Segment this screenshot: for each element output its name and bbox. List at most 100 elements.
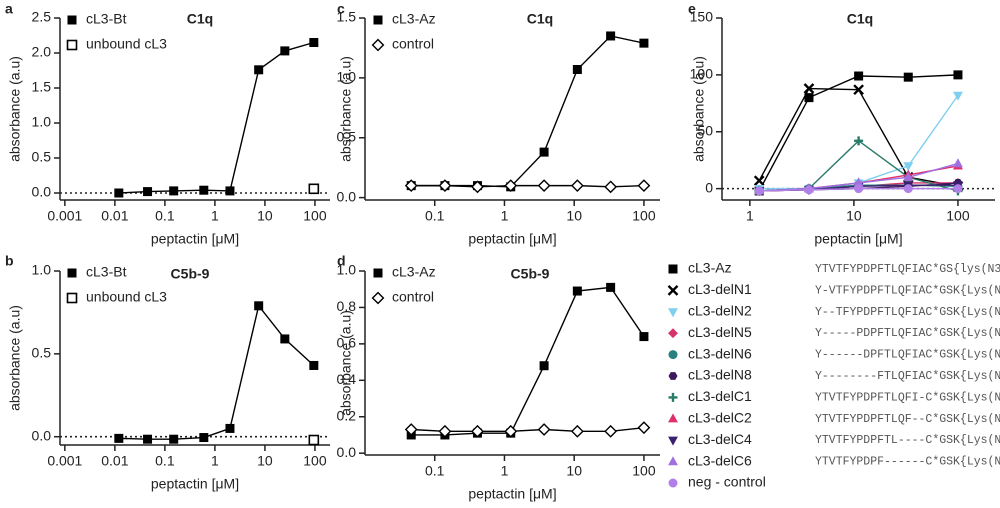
x-axis-label: peptactin [μM]	[468, 486, 556, 502]
marker	[309, 360, 319, 370]
marker	[539, 147, 549, 157]
marker	[639, 38, 649, 48]
legend-sequence: Y------DPFTLQFIAC*GSK{Lys(N3)}	[815, 349, 1000, 362]
marker	[803, 83, 815, 94]
marker	[404, 423, 418, 436]
legend-label: cL3-delN1	[688, 281, 752, 297]
marker	[570, 424, 584, 438]
legend-marker	[668, 456, 678, 466]
legend-label: cL3-Bt	[86, 264, 127, 280]
legend-label: cL3-Az	[688, 260, 732, 276]
x-tick-label: 0.1	[425, 463, 445, 479]
x-tick-label: 1	[501, 208, 509, 224]
y-axis-label: absorbance (a.u)	[338, 56, 354, 162]
legend-marker	[668, 436, 678, 446]
legend-label: cL3-delN8	[688, 367, 752, 383]
marker	[953, 184, 963, 194]
marker	[572, 64, 582, 74]
marker	[854, 71, 864, 81]
marker	[604, 424, 618, 438]
legend-label: cL3-delN2	[688, 303, 752, 319]
x-axis-label: peptactin [μM]	[468, 231, 556, 247]
legend-marker	[668, 372, 678, 380]
marker	[853, 84, 864, 96]
series-line	[411, 286, 645, 436]
x-tick-label: 100	[632, 463, 656, 479]
y-tick-label: 0.5	[32, 345, 52, 361]
legend-label: control	[392, 36, 434, 52]
x-tick-label: 10	[257, 453, 273, 469]
marker	[143, 434, 153, 444]
marker	[438, 179, 452, 193]
legend-label: cL3-Az	[392, 264, 436, 280]
legend-label: control	[392, 289, 434, 305]
marker	[114, 433, 124, 443]
marker	[471, 180, 484, 194]
x-tick-label: 1	[211, 208, 219, 224]
x-axis-label: peptactin [μM]	[151, 476, 239, 492]
legend-label: cL3-delN6	[688, 345, 752, 361]
legend-marker	[67, 15, 77, 25]
chart-title: C1q	[527, 11, 553, 27]
marker	[143, 187, 153, 197]
y-tick-label: 1.5	[337, 9, 357, 25]
marker	[114, 188, 124, 198]
panel-label: d	[337, 253, 346, 269]
chart-title: C5b-9	[171, 266, 210, 282]
marker	[903, 184, 913, 194]
x-tick-label: 100	[946, 208, 970, 224]
legend-marker	[66, 39, 78, 51]
marker	[404, 179, 418, 193]
y-tick-label: 0.2	[337, 407, 357, 423]
legend-sequence: YTVTFYPDPFTLQF--C*GSK{Lys(N3)}	[815, 413, 1000, 426]
legend-label: cL3-delC6	[688, 452, 752, 468]
x-tick-label: 1	[746, 208, 754, 224]
panel-label: a	[5, 1, 13, 17]
marker	[254, 65, 264, 75]
legend-sequence: Y--------FTLQFIAC*GSK{Lys(N3)}	[815, 370, 1000, 383]
panel-label: c	[337, 1, 345, 17]
legend-sequence: Y--TFYPDPFTLQFIAC*GSK{Lys(N3)}	[815, 306, 1000, 319]
x-tick-label: 0.1	[155, 453, 175, 469]
legend-sequence: YTVTFYPDPFTLQFI-C*GSK{Lys(N3)}	[815, 391, 1000, 404]
legend-marker	[67, 268, 77, 278]
series-line	[118, 41, 315, 194]
marker	[504, 179, 518, 193]
marker	[637, 421, 651, 435]
marker	[606, 31, 616, 41]
x-tick-label: 0.01	[101, 208, 128, 224]
chart-title: C1q	[847, 11, 873, 27]
y-tick-label: 1.0	[32, 262, 52, 278]
y-tick-label: 2.5	[32, 9, 52, 25]
marker	[570, 179, 584, 193]
marker	[853, 177, 864, 187]
y-tick-label: 1.0	[337, 262, 357, 278]
marker	[537, 423, 551, 436]
y-tick-label: 0.0	[32, 184, 52, 200]
marker	[953, 158, 963, 168]
marker	[804, 93, 814, 103]
marker	[438, 424, 452, 438]
y-tick-label: 1.0	[32, 114, 52, 130]
y-axis-label: absorbance (a.u)	[7, 305, 23, 411]
marker	[753, 175, 765, 187]
series-line	[118, 304, 315, 440]
y-tick-label: 0	[705, 179, 713, 195]
legend-marker	[668, 413, 678, 423]
marker	[903, 171, 914, 181]
marker	[471, 424, 484, 438]
y-axis-label: absorbance (a.u)	[7, 56, 23, 162]
x-tick-label: 10	[566, 463, 582, 479]
x-tick-label: 0.1	[425, 208, 445, 224]
marker	[225, 186, 235, 196]
marker	[639, 332, 649, 342]
legend-label: neg - control	[688, 474, 766, 490]
legend-sequence: YTVTFYPDPF------C*GSK{Lys(N3)}	[815, 456, 1000, 469]
legend-label: unbound cL3	[86, 289, 167, 305]
marker	[854, 184, 864, 194]
marker	[539, 361, 549, 371]
y-tick-label: 0.0	[32, 427, 52, 443]
legend-marker	[373, 268, 383, 278]
marker	[854, 136, 864, 146]
